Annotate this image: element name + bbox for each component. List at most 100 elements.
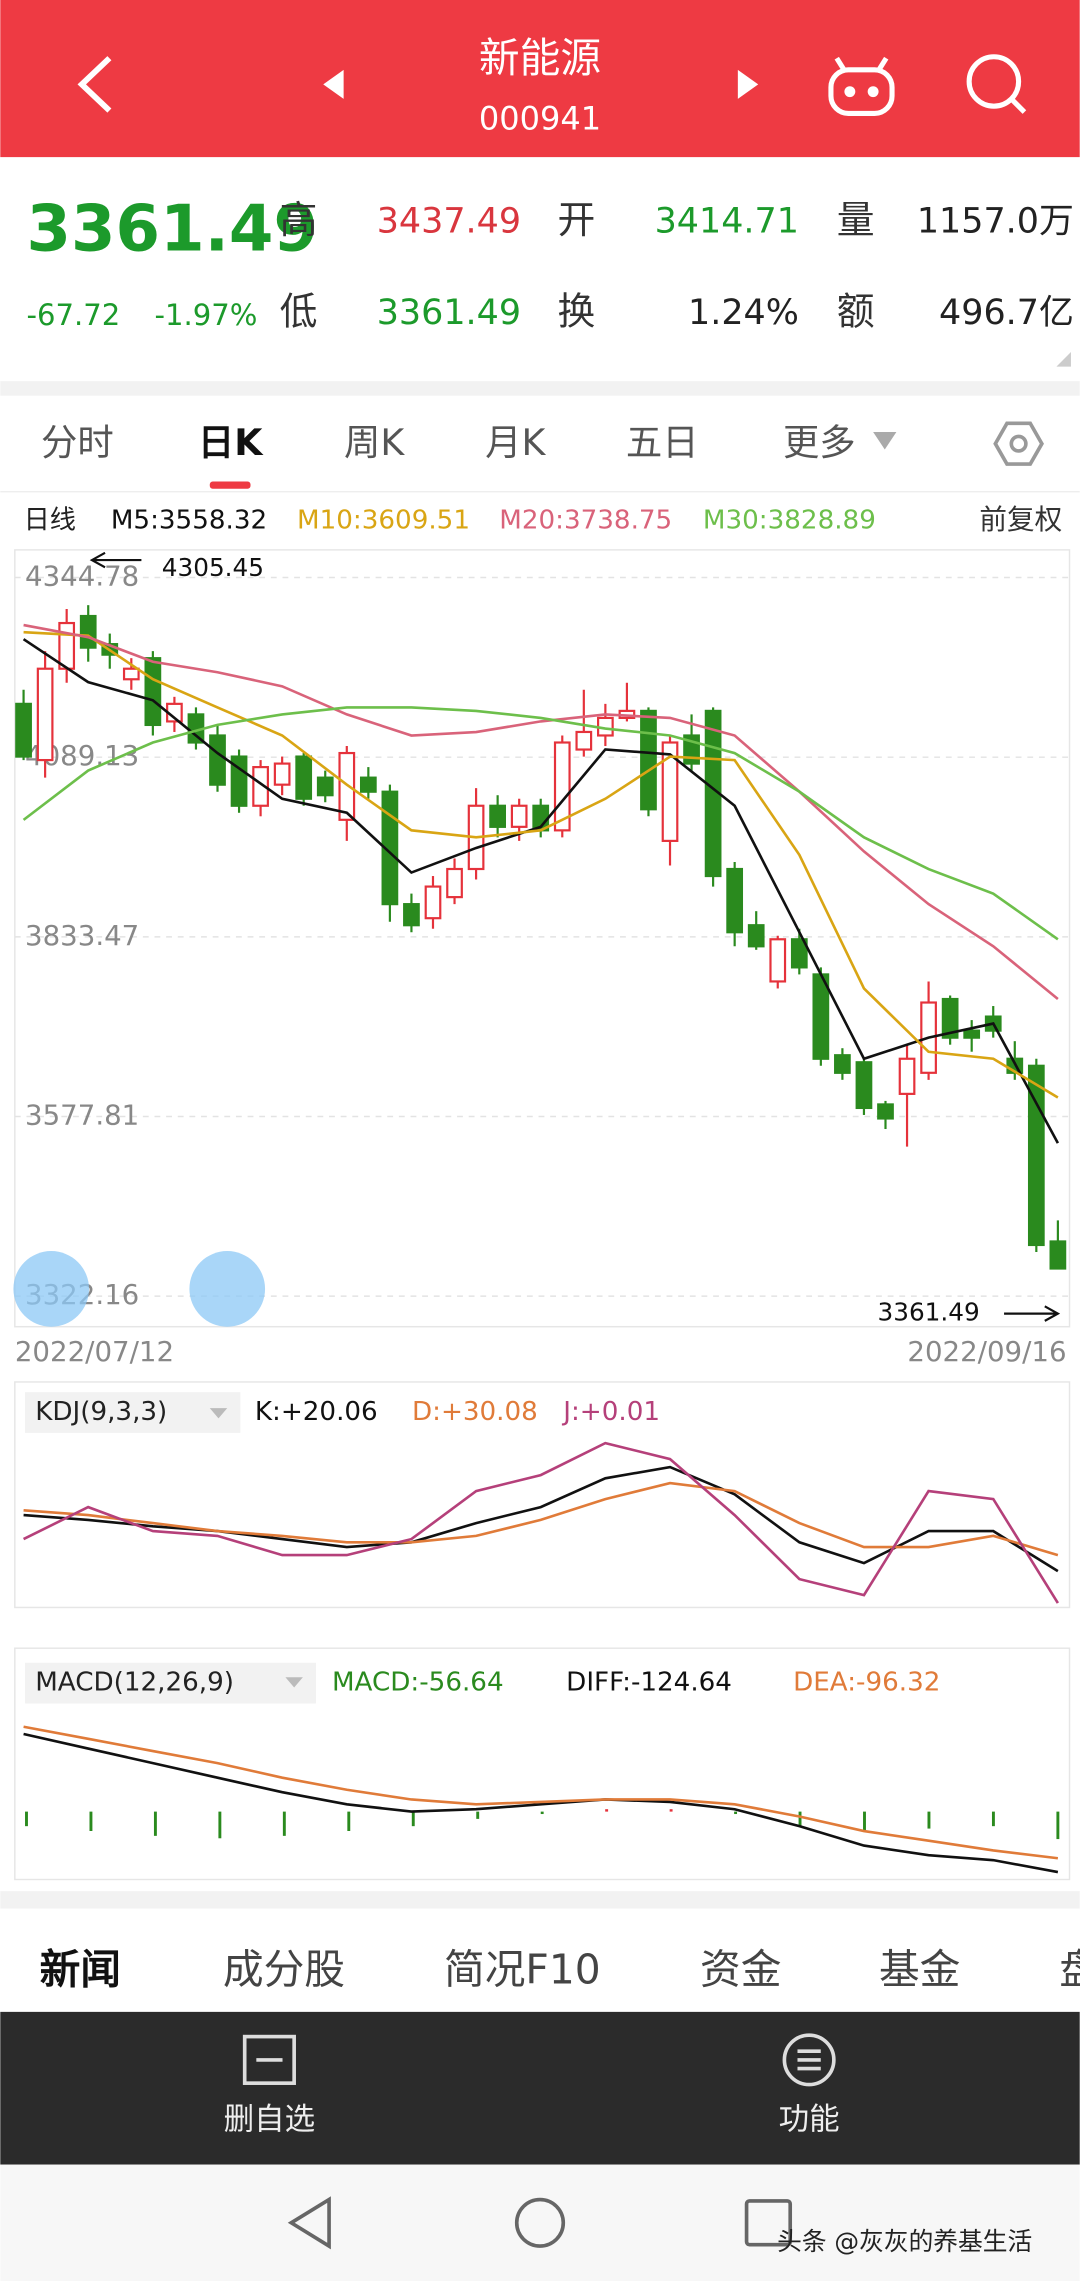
- candle-body: [510, 804, 528, 828]
- expand-button[interactable]: [189, 1251, 266, 1327]
- date-end: 2022/09/16: [907, 1335, 1066, 1368]
- quote-label: 量: [837, 198, 875, 242]
- candle-body: [963, 1029, 981, 1039]
- info-tab[interactable]: 基金: [879, 1946, 960, 1994]
- next-stock[interactable]: [737, 69, 759, 99]
- indicator-value: DEA:-96.32: [793, 1668, 940, 1698]
- info-tab[interactable]: 新闻: [40, 1946, 121, 1994]
- period-tab[interactable]: 五日: [626, 421, 699, 464]
- low-note: 3361.49: [877, 1298, 979, 1327]
- candle-body: [898, 1057, 916, 1095]
- candle-body: [941, 997, 959, 1039]
- candle-body: [834, 1054, 851, 1074]
- toolbar-label[interactable]: 功能: [779, 2102, 840, 2137]
- kdj-selector[interactable]: [25, 1392, 241, 1433]
- info-tab[interactable]: 资金: [700, 1946, 781, 1994]
- y-tick-label: 4344.78: [25, 560, 139, 593]
- candle-body: [122, 667, 140, 681]
- quote-value: 1157.0万: [917, 202, 1074, 242]
- candle-body: [403, 903, 420, 927]
- prev-stock[interactable]: [323, 69, 344, 99]
- candle-body: [144, 657, 162, 727]
- ma-legend: M20:3738.75: [499, 505, 672, 535]
- nav-back[interactable]: [287, 2196, 331, 2250]
- indicator-line: [23, 1725, 1059, 1860]
- indicator-line: [23, 1481, 1059, 1557]
- macd-frame: [14, 1647, 1071, 1881]
- quote-value: 496.7亿: [939, 293, 1074, 333]
- toolbar-label[interactable]: 删自选: [224, 2102, 316, 2137]
- high-note: 4305.45: [162, 553, 264, 582]
- quote-value: 3361.49: [377, 293, 521, 333]
- info-tab[interactable]: 成分股: [223, 1946, 345, 1994]
- stock-code: 000941: [479, 100, 601, 138]
- indicator-line: [22, 706, 1059, 941]
- macd-selector[interactable]: [25, 1662, 316, 1704]
- indicator-title: KDJ(9,3,3): [35, 1397, 167, 1427]
- remove-icon[interactable]: [242, 2034, 296, 2085]
- title-bar: [0, 0, 1080, 158]
- tab-indicator: [209, 481, 251, 489]
- indicator-line: [22, 638, 1060, 1144]
- quote-label: 换: [557, 290, 595, 334]
- candle-body: [209, 734, 226, 786]
- candle-body: [855, 1061, 873, 1110]
- selector-arrow: [209, 1408, 228, 1419]
- period-tab[interactable]: 周K: [344, 421, 405, 464]
- function-icon[interactable]: [782, 2033, 836, 2087]
- candle-body: [489, 804, 506, 828]
- quote-value: 1.24%: [688, 293, 799, 333]
- y-tick-label: 3833.47: [25, 919, 139, 952]
- candle-body: [747, 924, 765, 948]
- kline-frame: [14, 549, 1071, 1328]
- indicator-value: MACD:-56.64: [332, 1668, 504, 1698]
- indicator-value: K:+20.06: [255, 1397, 378, 1427]
- quote-label: 低: [280, 290, 318, 334]
- quote-value: 3437.49: [377, 202, 521, 242]
- high-arrow: [89, 551, 142, 569]
- info-tab[interactable]: 盘: [1059, 1946, 1080, 1994]
- candle-body: [1049, 1240, 1067, 1270]
- period-tab[interactable]: 月K: [485, 421, 546, 464]
- ma-legend: M5:3558.32: [111, 505, 267, 535]
- candle-body: [252, 766, 269, 807]
- divider: [0, 1891, 1080, 1909]
- period-tab[interactable]: 分时: [41, 421, 114, 464]
- y-tick-label: 3577.81: [25, 1099, 139, 1132]
- search-icon[interactable]: [966, 54, 1027, 114]
- indicator-value: D:+30.08: [412, 1397, 538, 1427]
- last-price: 3361.49: [26, 192, 318, 266]
- candle-body: [79, 614, 97, 649]
- indicator-line: [23, 623, 1059, 1000]
- candle-body: [726, 867, 744, 934]
- candle-body: [640, 709, 657, 811]
- quote-label: 额: [837, 290, 875, 334]
- settings-icon[interactable]: [993, 421, 1044, 466]
- candle-body: [230, 755, 248, 807]
- period-tab[interactable]: 更多: [783, 421, 856, 464]
- indicator-value: J:+0.01: [561, 1397, 660, 1427]
- period-tab[interactable]: 日K: [198, 421, 264, 464]
- candle-body: [381, 790, 399, 906]
- candle-body: [553, 741, 571, 832]
- watermark: 头条 @灰灰的养基生活: [777, 2227, 1032, 2256]
- candle-body: [424, 885, 442, 920]
- nav-bar: [0, 2164, 1080, 2281]
- info-tab[interactable]: 简况F10: [444, 1946, 601, 1994]
- candle-body: [790, 938, 808, 969]
- candle-body: [446, 867, 463, 899]
- collapse-button[interactable]: [13, 1251, 90, 1327]
- candle-body: [359, 776, 377, 793]
- selector-arrow: [285, 1677, 303, 1688]
- more-arrow: [873, 432, 897, 450]
- back-button[interactable]: [77, 56, 112, 113]
- candle-body: [58, 621, 76, 670]
- adjust-label[interactable]: 前复权: [979, 503, 1062, 536]
- candle-body: [316, 776, 334, 797]
- nav-home[interactable]: [514, 2197, 566, 2248]
- stock-name: 新能源: [479, 34, 601, 82]
- nav-recent[interactable]: [744, 2199, 793, 2247]
- divider: [0, 381, 1080, 396]
- robot-icon[interactable]: [828, 56, 895, 117]
